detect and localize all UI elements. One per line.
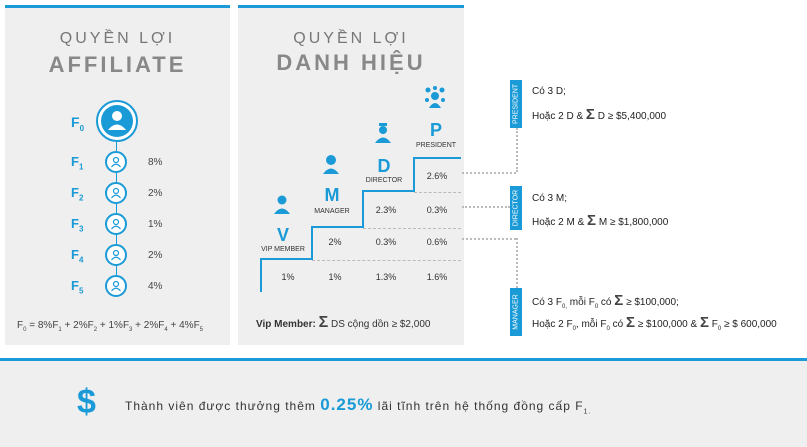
stair-line <box>362 190 414 192</box>
manager-user-icon <box>323 155 339 174</box>
bonus-text: Thành viên được thưởng thêm 0.25% lãi tĩ… <box>125 395 592 416</box>
director-req-line2: Hoặc 2 M & Σ M ≥ $1,800,000 <box>532 212 669 229</box>
titles-title-line2: DANH HIỆU <box>276 50 426 75</box>
level-f3-percent: 1% <box>148 219 163 230</box>
cell-v-d: 1.3% <box>375 272 397 282</box>
director-user-icon <box>375 123 391 143</box>
cell-d-p: 0.3% <box>426 205 448 215</box>
president-group-icon <box>425 86 445 108</box>
affiliate-title-line2: AFFILIATE <box>48 52 187 77</box>
level-f1-percent: 8% <box>148 157 163 168</box>
manager-tag: MANAGER <box>510 288 522 336</box>
cell-m-m: 2% <box>328 237 342 247</box>
level-f4-percent: 2% <box>148 250 163 261</box>
level-f2-label: F2 <box>71 185 84 203</box>
connector-president <box>516 128 518 172</box>
row-divider <box>312 260 461 261</box>
president-letter: P <box>429 120 442 140</box>
director-req-line1: Có 3 M; <box>532 193 568 204</box>
president-req-line2: Hoặc 2 D & Σ D ≥ $5,400,000 <box>532 106 667 123</box>
affiliate-formula: F0 = 8%F1 + 2%F2 + 1%F3 + 2%F4 + 4%F5 <box>17 320 204 333</box>
level-f4-label: F4 <box>71 247 84 265</box>
cell-d-d: 2.3% <box>375 205 397 215</box>
cell-v-m: 1% <box>328 272 342 282</box>
titles-title-line1: QUYỀN LỢI <box>293 30 409 47</box>
president-req-line1: Có 3 D; <box>532 86 566 97</box>
affiliate-panel: QUYỀN LỢI AFFILIATE F0 F1 8% F2 2% F3 1%… <box>5 5 230 345</box>
connector-director <box>462 206 510 208</box>
stair-line <box>362 190 364 228</box>
stair-line <box>311 226 363 228</box>
president-name: PRESIDENT <box>415 142 457 149</box>
level-f2-percent: 2% <box>148 188 163 199</box>
vip-letter: V <box>276 225 289 245</box>
vip-name: VIP MEMBER <box>261 246 305 253</box>
stair-line <box>260 258 262 292</box>
affiliate-title-line1: QUYỀN LỢI <box>59 30 176 47</box>
level-f5-label: F5 <box>71 278 84 296</box>
connector-manager <box>516 238 518 288</box>
manager-name: MANAGER <box>314 208 350 215</box>
cell-m-p: 0.6% <box>426 237 448 247</box>
cell-m-d: 0.3% <box>375 237 397 247</box>
dollar-icon: $ <box>77 383 96 421</box>
vip-user-icon <box>274 195 290 214</box>
root-user-icon <box>96 100 138 142</box>
cell-v-p: 1.6% <box>426 272 448 282</box>
bonus-banner: $ Thành viên được thưởng thêm 0.25% lãi … <box>0 358 807 447</box>
level-f3-user-icon <box>105 213 127 235</box>
manager-req-line2: Hoặc 2 F0, mỗi F0 có Σ ≥ $100,000 & Σ F0… <box>532 314 777 332</box>
stair-line <box>413 157 415 192</box>
director-tag: DIRECTOR <box>510 186 522 230</box>
tree-connector-line <box>116 128 117 288</box>
director-name: DIRECTOR <box>365 177 403 184</box>
level-f2-user-icon <box>105 182 127 204</box>
connector-manager <box>462 238 516 240</box>
stair-line <box>260 258 312 260</box>
director-letter: D <box>377 156 391 176</box>
level-f3-label: F3 <box>71 216 84 234</box>
stair-line <box>413 157 461 159</box>
level-f1-user-icon <box>105 151 127 173</box>
vip-condition: Vip Member: Σ DS cộng dồn ≥ $2,000 <box>256 314 431 331</box>
row-divider <box>363 228 461 229</box>
cell-p-p: 2.6% <box>426 171 448 181</box>
president-tag: PRESIDENT <box>510 80 522 128</box>
manager-req-line1: Có 3 F0, mỗi F0 có Σ ≥ $100,000; <box>532 292 679 310</box>
cell-v-v: 1% <box>281 272 295 282</box>
level-f4-user-icon <box>105 244 127 266</box>
manager-letter: M <box>324 185 340 205</box>
stair-line <box>311 226 313 260</box>
level-f5-percent: 4% <box>148 281 163 292</box>
level-f1-label: F1 <box>71 154 84 172</box>
level-f5-user-icon <box>105 275 127 297</box>
title-benefits-panel: QUYỀN LỢI DANH HIỆU <box>238 5 464 345</box>
connector-president <box>462 172 516 174</box>
row-divider <box>414 192 461 193</box>
root-label: F0 <box>71 114 85 133</box>
